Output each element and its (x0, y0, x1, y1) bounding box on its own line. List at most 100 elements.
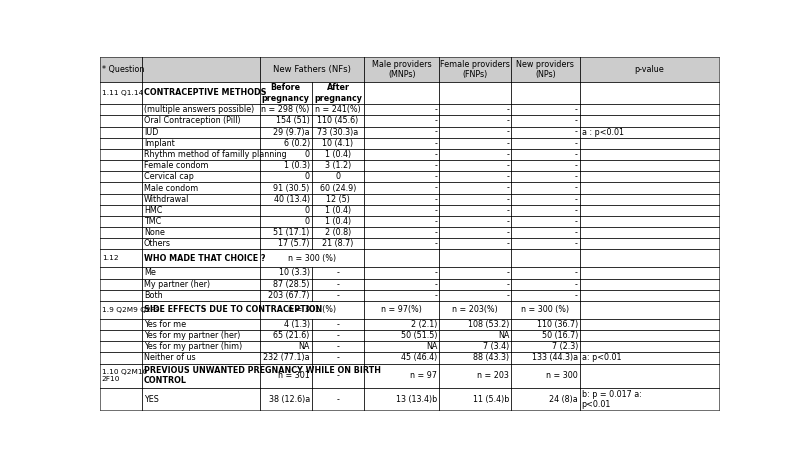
Text: -: - (435, 268, 437, 278)
Text: 45 (46.4): 45 (46.4) (401, 353, 437, 362)
Bar (260, 319, 312, 330)
Bar (260, 160, 312, 171)
Bar (364, 290, 439, 301)
Text: 1 (0.4): 1 (0.4) (325, 150, 351, 159)
Text: 2 (0.8): 2 (0.8) (325, 228, 351, 237)
Text: 0: 0 (304, 150, 310, 159)
Text: 91 (30.5): 91 (30.5) (273, 183, 310, 193)
Text: -: - (435, 116, 437, 126)
Text: 13 (13.4)b: 13 (13.4)b (396, 395, 437, 404)
Text: -: - (507, 195, 509, 204)
Bar (312, 364, 364, 388)
Bar (142, 194, 260, 205)
Text: -: - (336, 280, 340, 289)
Text: Rhythm method of familly planning: Rhythm method of familly planning (144, 150, 287, 159)
Bar (364, 353, 439, 364)
Text: -: - (575, 239, 578, 249)
Bar (580, 353, 719, 364)
Text: 232 (77.1)a: 232 (77.1)a (263, 353, 310, 362)
Text: 154 (51): 154 (51) (276, 116, 310, 126)
Text: IUD: IUD (144, 128, 158, 137)
Bar (364, 388, 439, 410)
Bar (100, 364, 142, 388)
Text: -: - (435, 172, 437, 181)
Bar (100, 341, 142, 353)
Text: -: - (507, 150, 509, 159)
Text: -: - (575, 161, 578, 170)
Bar (100, 57, 142, 82)
Text: -: - (507, 217, 509, 226)
Text: 50 (16.7): 50 (16.7) (542, 331, 578, 340)
Bar (142, 227, 260, 238)
Bar (364, 227, 439, 238)
Bar (100, 301, 142, 319)
Bar (580, 216, 719, 227)
Text: -: - (435, 280, 437, 289)
Bar (439, 127, 511, 138)
Text: 21 (8.7): 21 (8.7) (322, 239, 354, 249)
Text: 1.11 Q1.14: 1.11 Q1.14 (101, 90, 143, 96)
Text: 133 (44.3)a: 133 (44.3)a (532, 353, 578, 362)
Text: -: - (575, 268, 578, 278)
Bar (364, 149, 439, 160)
Text: n = 241(%): n = 241(%) (315, 105, 361, 114)
Bar (260, 216, 312, 227)
Bar (100, 182, 142, 194)
Text: p-value: p-value (634, 65, 664, 74)
Bar (100, 171, 142, 182)
Bar (439, 388, 511, 410)
Bar (100, 279, 142, 290)
Bar (312, 127, 364, 138)
Bar (142, 82, 260, 104)
Bar (260, 171, 312, 182)
Bar (260, 182, 312, 194)
Bar (439, 301, 511, 319)
Bar (312, 227, 364, 238)
Text: 1 (0.4): 1 (0.4) (325, 206, 351, 215)
Bar (364, 104, 439, 116)
Text: NA: NA (426, 342, 437, 351)
Text: 1.12: 1.12 (101, 255, 118, 261)
Text: 10 (4.1): 10 (4.1) (323, 139, 353, 148)
Bar (260, 353, 312, 364)
Text: Neither of us: Neither of us (144, 353, 196, 362)
Bar (364, 57, 439, 82)
Text: -: - (435, 291, 437, 300)
Bar (312, 388, 364, 410)
Bar (511, 138, 580, 149)
Text: -: - (435, 228, 437, 237)
Bar (580, 364, 719, 388)
Bar (100, 138, 142, 149)
Bar (580, 127, 719, 138)
Bar (260, 116, 312, 127)
Bar (439, 319, 511, 330)
Bar (580, 57, 719, 82)
Bar (511, 330, 580, 341)
Bar (511, 279, 580, 290)
Bar (142, 267, 260, 279)
Text: 24 (8)a: 24 (8)a (549, 395, 578, 404)
Bar (142, 104, 260, 116)
Bar (142, 127, 260, 138)
Bar (312, 171, 364, 182)
Bar (260, 364, 312, 388)
Bar (312, 319, 364, 330)
Bar (312, 116, 364, 127)
Text: -: - (507, 239, 509, 249)
Bar (260, 57, 364, 82)
Bar (511, 171, 580, 182)
Bar (580, 171, 719, 182)
Text: YES: YES (144, 395, 159, 404)
Bar (260, 290, 312, 301)
Text: a: p<0.01: a: p<0.01 (582, 353, 621, 362)
Bar (439, 104, 511, 116)
Bar (580, 138, 719, 149)
Text: 51 (17.1): 51 (17.1) (273, 228, 310, 237)
Bar (100, 388, 142, 410)
Bar (260, 138, 312, 149)
Text: -: - (435, 239, 437, 249)
Bar (100, 319, 142, 330)
Text: -: - (575, 217, 578, 226)
Text: NA: NA (298, 342, 310, 351)
Bar (580, 194, 719, 205)
